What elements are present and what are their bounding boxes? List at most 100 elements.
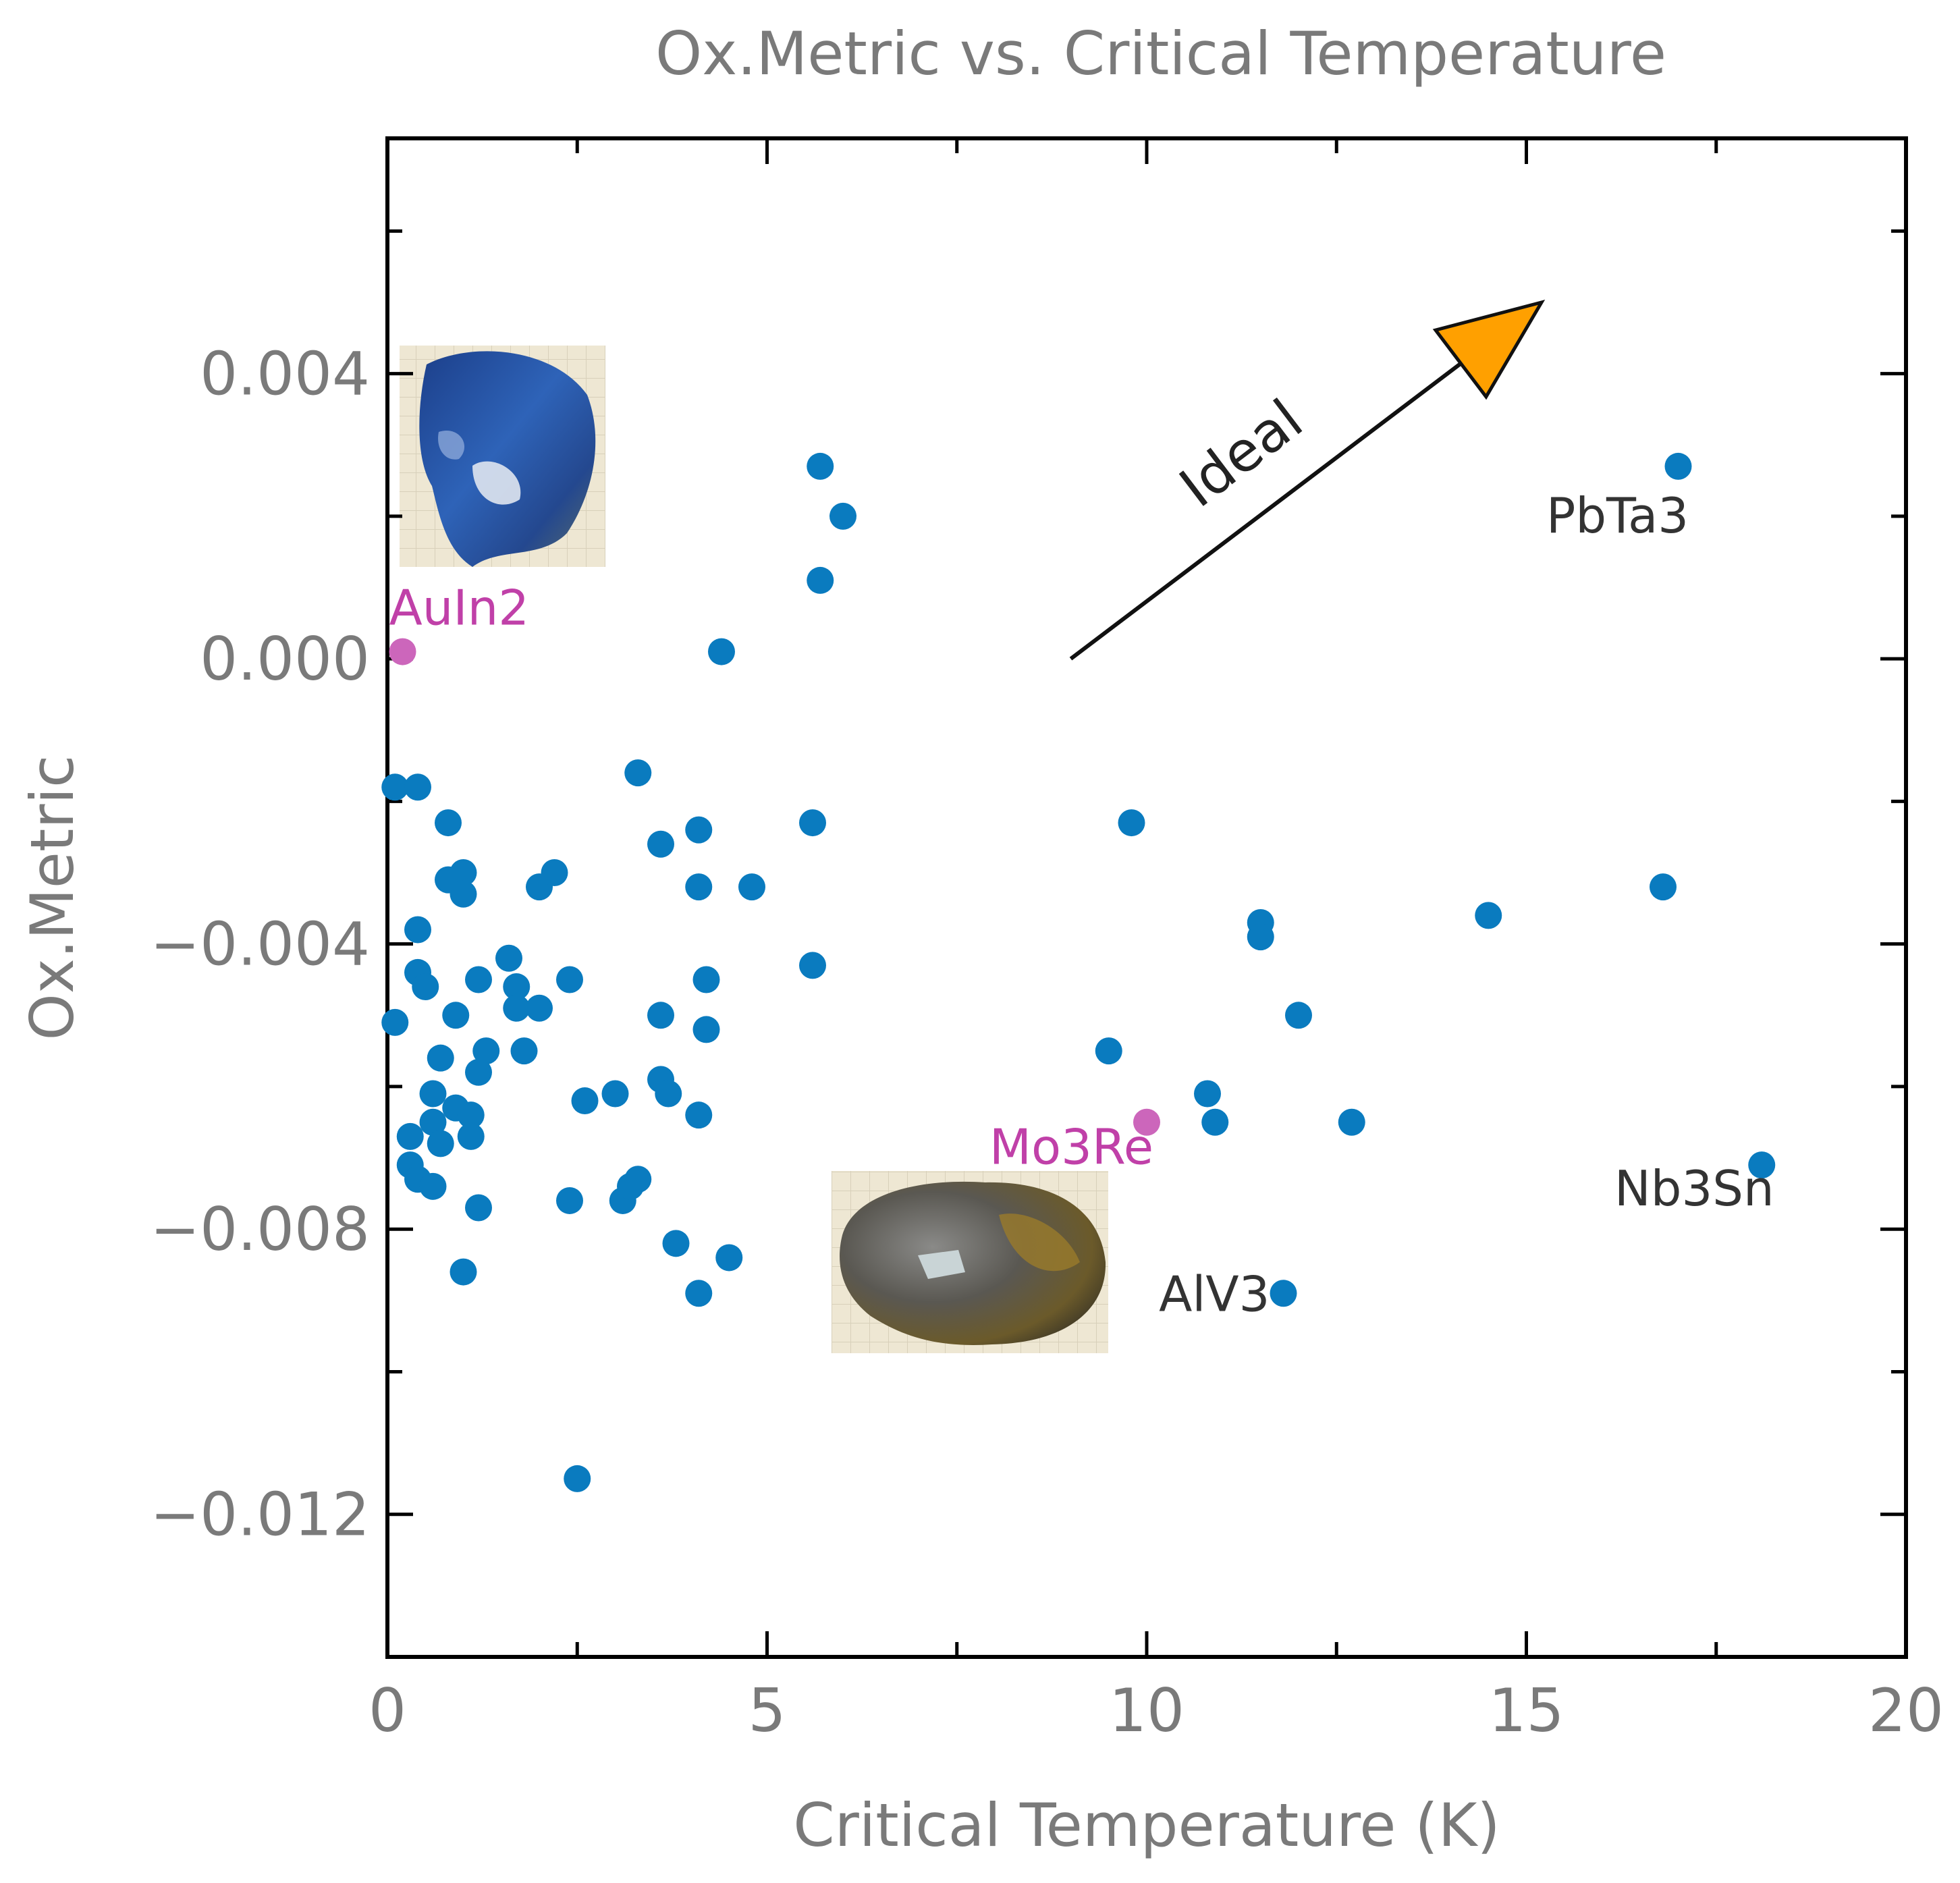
data-point [457, 1101, 485, 1129]
axis-ticks [385, 138, 1908, 1659]
data-point [799, 809, 826, 837]
highlighted-point [1133, 1108, 1160, 1136]
data-point [624, 1166, 652, 1193]
data-point [450, 859, 477, 887]
data-point [556, 966, 583, 993]
data-point [807, 566, 834, 594]
data-point [624, 759, 652, 787]
data-point [1194, 1080, 1221, 1108]
highlighted-point-label: Mo3Re [989, 1119, 1153, 1176]
point-label: PbTa3 [1546, 487, 1689, 544]
data-point [465, 1058, 492, 1086]
x-tick-labels: 0 5 10 15 20 [369, 1676, 1944, 1745]
highlighted-point [389, 638, 416, 665]
data-point [685, 1280, 713, 1307]
data-point [1247, 923, 1274, 951]
data-point [526, 994, 553, 1022]
data-point [1475, 902, 1502, 929]
data-point [685, 873, 713, 901]
data-point [685, 1101, 713, 1129]
data-point [564, 1465, 591, 1492]
data-point [427, 1044, 454, 1072]
y-tick-labels: −0.012 −0.008 −0.004 0.000 0.004 [150, 339, 370, 1550]
data-point [1285, 1002, 1312, 1029]
y-tick-label: −0.012 [150, 1480, 370, 1550]
y-axis-label: Ox.Metric [18, 755, 87, 1041]
data-point [419, 1080, 447, 1108]
data-point [396, 1122, 424, 1150]
data-point [799, 952, 826, 979]
x-axis-label: Critical Temperature (K) [793, 1791, 1500, 1860]
data-point [601, 1080, 629, 1108]
data-point [685, 816, 713, 844]
data-point [381, 773, 409, 801]
ideal-label: Ideal [1168, 387, 1315, 520]
data-point [465, 966, 492, 993]
data-point [655, 1080, 682, 1108]
point-label: Nb3Sn [1614, 1160, 1774, 1217]
data-point [435, 809, 462, 837]
data-point [556, 1186, 583, 1214]
data-point [1201, 1108, 1229, 1136]
metallic-sample-photo [832, 1171, 1108, 1353]
data-point [807, 452, 834, 480]
x-tick-label: 15 [1489, 1676, 1564, 1745]
data-point [450, 880, 477, 908]
data-point [510, 1037, 538, 1065]
data-point [738, 873, 765, 901]
data-point [829, 502, 856, 530]
x-tick-label: 5 [748, 1676, 786, 1745]
y-tick-label: −0.004 [150, 910, 370, 979]
ideal-annotation: Ideal [1069, 300, 1546, 661]
data-point [503, 973, 530, 1001]
data-point [715, 1244, 743, 1272]
data-point [1118, 809, 1145, 837]
data-point [412, 973, 439, 1001]
highlighted-points [389, 638, 1160, 1136]
y-tick-label: 0.004 [200, 339, 370, 409]
data-point [472, 1037, 500, 1065]
data-point [1748, 1151, 1776, 1179]
x-tick-label: 10 [1109, 1676, 1185, 1745]
data-point [1338, 1108, 1365, 1136]
plot-frame [385, 136, 1908, 1659]
sample-photos [400, 346, 1108, 1353]
data-point [442, 1002, 470, 1029]
data-point [465, 1194, 492, 1222]
data-point [692, 966, 720, 993]
x-tick-label: 0 [369, 1676, 406, 1745]
blue-sample-photo [400, 346, 605, 567]
data-point [404, 916, 431, 944]
data-point [450, 1258, 477, 1286]
data-point [419, 1172, 447, 1200]
y-tick-label: 0.000 [200, 624, 370, 694]
data-point [1095, 1037, 1122, 1065]
data-point [457, 1122, 485, 1150]
data-point [647, 1002, 674, 1029]
data-point [1650, 873, 1677, 901]
data-point [419, 1108, 447, 1136]
data-point [1664, 452, 1692, 480]
data-point [381, 1008, 409, 1036]
chart-title: Ox.Metric vs. Critical Temperature [655, 19, 1666, 88]
data-point [503, 994, 530, 1022]
point-labels: AuIn2 Mo3Re PbTa3 Nb3Sn AlV3 [389, 487, 1774, 1322]
data-point [708, 638, 735, 665]
data-point [571, 1087, 599, 1115]
ideal-arrow-shaft [1069, 362, 1463, 661]
data-point [1270, 1280, 1297, 1307]
data-points [381, 452, 1776, 1492]
data-point [427, 1130, 454, 1157]
data-point [692, 1016, 720, 1043]
data-point [495, 944, 522, 972]
ideal-arrow-head [1432, 300, 1546, 400]
data-point [647, 830, 674, 858]
x-tick-label: 20 [1868, 1676, 1944, 1745]
data-point [662, 1230, 690, 1257]
y-tick-label: −0.008 [150, 1195, 370, 1264]
highlighted-point-label: AuIn2 [389, 580, 530, 636]
data-point [404, 773, 431, 801]
point-label: AlV3 [1159, 1265, 1270, 1322]
data-point [541, 859, 568, 887]
